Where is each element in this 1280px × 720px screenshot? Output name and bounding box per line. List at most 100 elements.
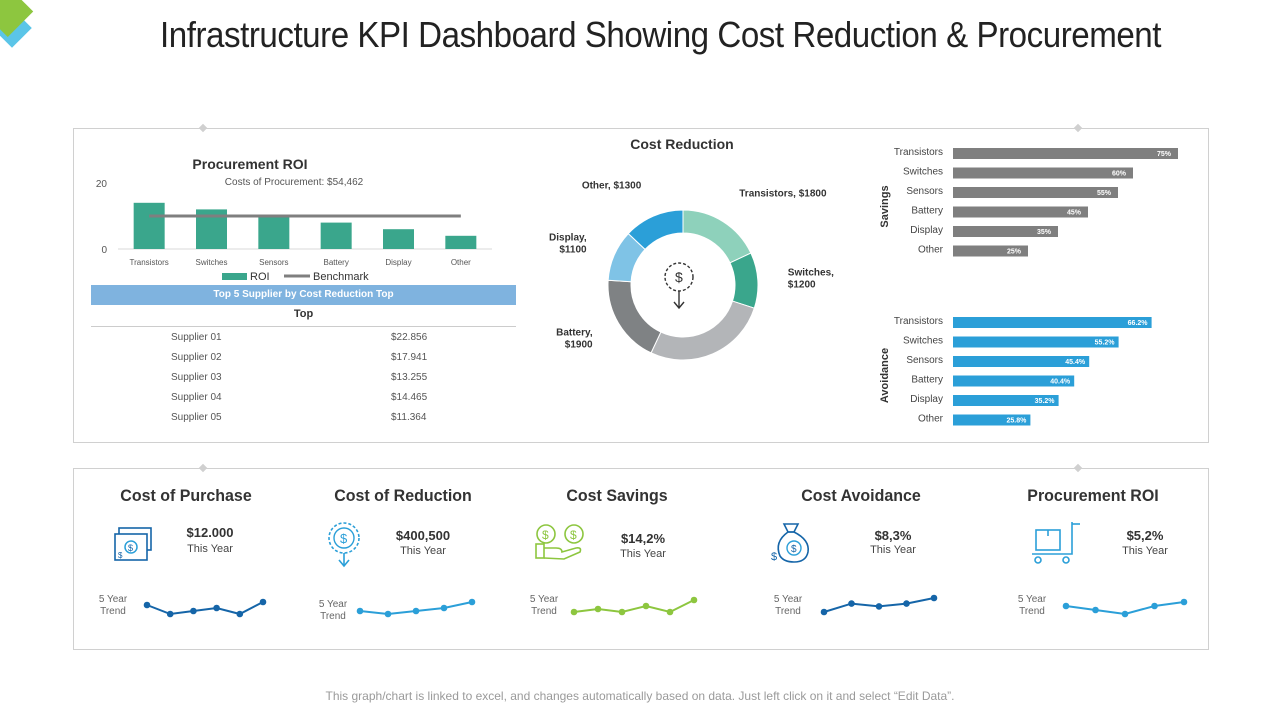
sparkline-point <box>412 607 420 615</box>
kpi-trend-label: 5 Year Trend <box>524 594 564 618</box>
bar <box>953 187 1118 198</box>
donut-slice <box>729 252 759 309</box>
y-tick-label: 0 <box>101 245 107 256</box>
bar-category-label: Battery <box>911 206 943 217</box>
donut-slice <box>627 209 684 251</box>
money-bill-icon: $ $ <box>114 527 152 561</box>
sparkline-point <box>848 600 855 607</box>
bar-category-label: Transistors <box>894 147 943 158</box>
sparkline-point <box>259 598 267 606</box>
bar-category-label: Other <box>918 414 944 425</box>
bar-category-label: Switches <box>903 336 943 347</box>
bar-value-label: 25.8% <box>1006 418 1027 425</box>
bar-category-label: Battery <box>911 375 943 386</box>
supplier-name: Supplier 04 <box>171 392 222 403</box>
x-tick-label: Transistors <box>130 258 169 267</box>
bar-value-label: 40.4% <box>1050 379 1071 386</box>
chart-title: Cost Reduction <box>630 136 733 152</box>
cost-reduction-donut-chart: Cost Reduction Transistors, $1800 Switches… <box>549 136 834 361</box>
bar-category-label: Switches <box>903 167 943 178</box>
kpi-trend-sparkline <box>820 594 938 616</box>
bar <box>953 395 1059 406</box>
supplier-table-subheader: Top <box>91 308 516 327</box>
bar <box>953 375 1075 387</box>
dollar-sign-icon: $ <box>675 269 683 285</box>
cart-box-icon <box>1032 522 1080 564</box>
bar-value-label: 35% <box>1037 229 1052 236</box>
supplier-value: $11.364 <box>391 412 427 423</box>
x-tick-label: Switches <box>195 258 227 267</box>
bar-category-label: Transistors <box>894 316 943 327</box>
kpi-title: Procurement ROI <box>1027 486 1159 505</box>
sparkline-point <box>666 608 674 616</box>
avoidance-bar-chart: Transistors 66.2% Switches 55.2% Sensors 45.4… <box>879 316 1152 426</box>
savings-bar-chart: Transistors 75% Switches 60% Sensors 55% Batte… <box>879 147 1178 257</box>
sparkline-point <box>1151 602 1158 610</box>
bar <box>953 148 1178 159</box>
trend-label-line-1: 5 Year <box>98 594 128 605</box>
donut-slice-label: Display, $1100 <box>549 232 587 255</box>
svg-text:$: $ <box>570 528 577 542</box>
brand-logo <box>0 0 60 70</box>
table-row: Supplier 04 $14.465 <box>91 389 516 409</box>
sparkline-point <box>143 601 151 609</box>
kpi-value: $5,2% <box>1126 528 1164 543</box>
hand-coins-icon: $ $ <box>535 524 584 560</box>
svg-text:$: $ <box>340 531 348 546</box>
sparkline-point <box>190 607 197 615</box>
footer-note: This graph/chart is linked to excel, and… <box>325 689 955 703</box>
bar-value-label: 60% <box>1112 171 1127 178</box>
kpi-title: Cost of Purchase <box>120 486 252 505</box>
kpi-trend-label: 5 Year Trend <box>1012 594 1052 618</box>
sparkline-point <box>166 610 174 618</box>
roi-bar <box>258 216 290 249</box>
sparkline-point <box>875 603 883 610</box>
bar-category-label: Sensors <box>906 355 943 366</box>
chart-title: Procurement ROI <box>192 156 307 172</box>
trend-label-line-2: Trend <box>100 606 126 617</box>
svg-text:$: $ <box>128 543 133 553</box>
kpi-trend-sparkline <box>143 598 267 618</box>
supplier-name: Supplier 05 <box>171 412 222 423</box>
supplier-value: $13.255 <box>391 372 428 383</box>
donut-slice-label: Other, $1300 <box>582 181 642 192</box>
kpi-trend-sparkline <box>570 596 698 616</box>
sparkline-point <box>930 594 938 602</box>
kpi-period: This Year <box>870 544 916 556</box>
kpi-card-cost-of-purchase: Cost of Purchase $ $ $12.000 This Year 5… <box>73 470 299 646</box>
kpi-trend-label: 5 Year Trend <box>93 594 133 618</box>
kpi-title: Cost Savings <box>566 486 668 505</box>
supplier-table-header: Top 5 Supplier by Cost Reduction Top <box>91 285 516 305</box>
kpi-period: This Year <box>400 545 446 557</box>
chart-subtitle: Costs of Procurement: $54,462 <box>225 177 364 188</box>
bar-value-label: 25% <box>1007 249 1022 256</box>
trend-label-line-1: 5 Year <box>318 599 348 610</box>
sparkline-point <box>468 598 476 606</box>
trend-label-line-2: Trend <box>320 611 346 622</box>
sparkline-point <box>356 607 364 615</box>
supplier-name: Supplier 01 <box>171 332 222 343</box>
svg-text:$: $ <box>542 528 549 542</box>
y-tick-label: 20 <box>96 179 108 190</box>
bar-value-label: 66.2% <box>1128 320 1149 327</box>
kpi-value: $12.000 <box>186 525 234 540</box>
donut-slice-label: Transistors, $1800 <box>739 188 827 199</box>
trend-label-line-2: Trend <box>775 606 801 617</box>
arrow-head-icon <box>673 301 685 310</box>
supplier-name: Supplier 02 <box>171 352 222 363</box>
bar <box>953 336 1119 348</box>
kpi-trend-sparkline <box>356 598 476 618</box>
sparkline-point <box>594 605 602 613</box>
trend-label-line-2: Trend <box>531 606 557 617</box>
donut-slice <box>650 300 755 361</box>
kpi-value: $8,3% <box>874 528 912 543</box>
x-tick-label: Other <box>451 258 471 267</box>
bar-category-label: Sensors <box>906 186 943 197</box>
supplier-value: $14.465 <box>391 392 428 403</box>
donut-slice-label: Battery, $1900 <box>556 327 593 350</box>
kpi-value: $14,2% <box>620 531 666 546</box>
axis-title: Avoidance <box>879 348 891 403</box>
bar-value-label: 55% <box>1097 190 1112 197</box>
supplier-name: Supplier 03 <box>171 372 222 383</box>
sparkline-point <box>384 610 392 618</box>
